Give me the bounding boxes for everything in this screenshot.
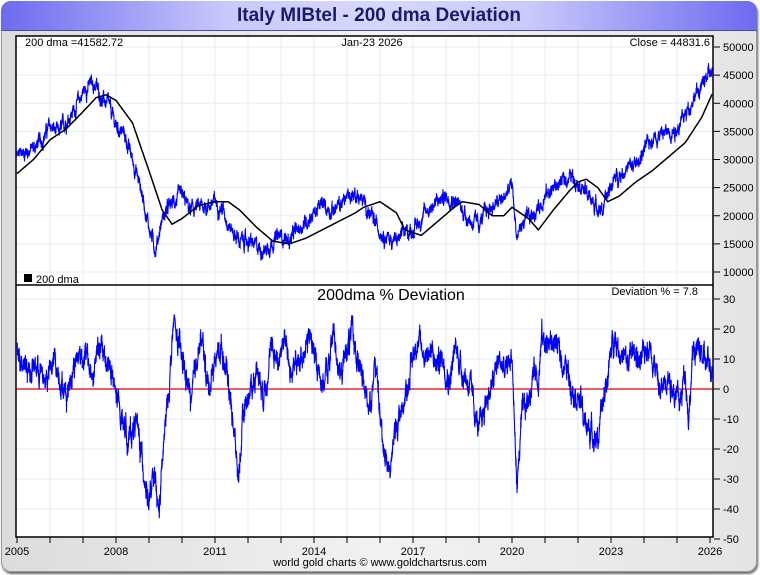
x-tick-label: 2026: [698, 546, 722, 558]
y-tick-label-bottom: -20: [723, 444, 739, 456]
top-panel-series: [16, 63, 713, 261]
y-tick-label-bottom: 0: [723, 384, 729, 396]
x-tick-label: 2017: [401, 546, 425, 558]
bottom-panel-series: [16, 314, 713, 519]
y-tick-label-top: 20000: [723, 211, 754, 223]
x-tick-label: 2008: [104, 546, 128, 558]
y-tick-label-bottom: -10: [723, 414, 739, 426]
legend-dma-label: 200 dma: [36, 274, 80, 286]
x-tick-label: 2023: [599, 546, 623, 558]
chart-title: Italy MIBtel - 200 dma Deviation: [236, 5, 522, 26]
x-tick-label: 2014: [302, 546, 326, 558]
dma-value-label: 200 dma =41582.72: [25, 37, 123, 49]
x-tick-label: 2020: [500, 546, 524, 558]
y-tick-label-bottom: -40: [723, 504, 739, 516]
plot-background: [16, 36, 713, 537]
x-tick-label: 2005: [5, 546, 29, 558]
y-tick-label-bottom: -50: [723, 534, 739, 546]
deviation-value-label: Deviation % = 7.8: [611, 286, 698, 298]
date-label: Jan-23 2026: [341, 37, 402, 49]
y-tick-label-top: 10000: [723, 267, 754, 279]
y-tick-label-bottom: -30: [723, 474, 739, 486]
title-bar: Italy MIBtel - 200 dma Deviation: [1, 1, 757, 31]
legend-dma-swatch: [24, 274, 32, 282]
y-tick-label-top: 35000: [723, 126, 754, 138]
y-tick-label-bottom: 30: [723, 294, 735, 306]
deviation-panel-title: 200dma % Deviation: [317, 287, 465, 304]
axes: 50000 45000 40000 35000 30000 25000 20000 15000…: [5, 42, 754, 558]
y-tick-label-bottom: 20: [723, 324, 735, 336]
footer-credit: world gold charts © www.goldchartsrus.co…: [273, 557, 487, 569]
y-tick-label-top: 50000: [723, 42, 754, 54]
x-tick-label: 2011: [203, 546, 227, 558]
y-tick-label-top: 30000: [723, 155, 754, 167]
plot-border: [15, 35, 714, 538]
deviation-line: [16, 314, 713, 519]
y-tick-label-top: 40000: [723, 98, 754, 110]
y-tick-label-top: 45000: [723, 70, 754, 82]
close-value-label: Close = 44831.6: [630, 37, 710, 49]
y-tick-label-top: 25000: [723, 183, 754, 195]
price-line: [16, 63, 713, 261]
y-tick-label-top: 15000: [723, 239, 754, 251]
y-tick-label-bottom: 10: [723, 354, 735, 366]
dma-line: [16, 93, 713, 245]
